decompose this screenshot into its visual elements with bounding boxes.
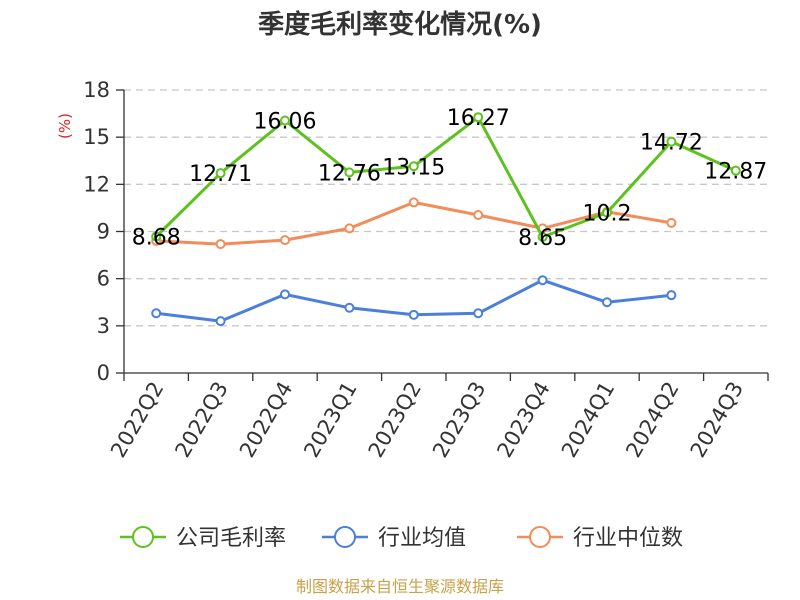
data-point	[151, 308, 162, 319]
data-point	[280, 289, 290, 300]
data-point	[215, 316, 226, 327]
data-point	[473, 112, 484, 123]
data-point	[730, 165, 741, 176]
data-point	[280, 235, 290, 246]
data-point	[537, 275, 548, 286]
x-tick-label: 2022Q2	[106, 378, 168, 462]
series-0	[151, 112, 741, 243]
x-tick-label: 2023Q4	[492, 378, 554, 462]
y-axis-label: (%)	[56, 113, 74, 139]
legend-item-2: 行业中位数	[517, 526, 683, 551]
legend-marker	[334, 526, 356, 548]
x-tick-label: 2023Q3	[428, 378, 490, 462]
data-label: 12.87	[704, 160, 767, 185]
series-1	[151, 275, 677, 327]
legend-marker	[132, 526, 154, 548]
y-tick-label: 12	[83, 172, 110, 196]
legend-label: 行业中位数	[573, 526, 683, 551]
legend-label: 行业均值	[378, 526, 466, 551]
y-tick-label: 6	[97, 267, 110, 291]
data-label: 13.15	[382, 155, 445, 180]
data-point	[408, 197, 419, 208]
legend-label: 公司毛利率	[176, 526, 286, 551]
y-tick-label: 0	[97, 361, 110, 385]
chart-title: 季度毛利率变化情况(%)	[258, 9, 542, 40]
data-point	[215, 168, 226, 179]
data-label: 12.71	[189, 162, 252, 187]
data-point	[666, 217, 677, 228]
series-line	[155, 115, 737, 239]
y-tick-label: 15	[83, 125, 110, 149]
data-label: 14.72	[640, 131, 703, 156]
x-tick-label: 2023Q2	[364, 378, 426, 462]
data-point	[408, 161, 419, 172]
source-note: 制图数据来自恒生聚源数据库	[296, 577, 504, 596]
x-tick-label: 2022Q3	[170, 378, 232, 462]
x-tick-label: 2024Q1	[557, 378, 619, 462]
data-point	[666, 136, 677, 147]
data-label: 12.76	[318, 161, 381, 186]
data-point	[473, 209, 484, 220]
y-tick-label: 18	[83, 78, 110, 102]
data-label: 8.68	[132, 226, 181, 251]
data-point	[215, 239, 226, 250]
legend-item-1: 行业均值	[322, 526, 466, 551]
legend-marker	[529, 526, 551, 548]
legend: 公司毛利率 行业均值 行业中位数	[120, 526, 683, 551]
data-point	[344, 223, 355, 234]
data-point	[344, 167, 355, 178]
data-label: 16.06	[254, 110, 317, 135]
data-point	[151, 231, 162, 242]
y-tick-label: 3	[97, 314, 110, 338]
data-label: 8.65	[518, 226, 567, 251]
data-point	[602, 207, 612, 218]
legend-item-0: 公司毛利率	[120, 526, 286, 551]
x-tick-label: 2022Q4	[235, 378, 297, 462]
data-point	[473, 308, 484, 319]
data-point	[280, 115, 290, 126]
x-tick-label: 2024Q2	[621, 378, 683, 462]
data-point	[344, 302, 355, 313]
data-label: 10.2	[583, 202, 632, 227]
series-layer	[151, 112, 741, 327]
data-point	[666, 290, 677, 301]
data-label: 16.27	[447, 106, 510, 131]
data-point	[537, 232, 548, 243]
x-tick-label: 2024Q3	[686, 378, 748, 462]
data-point	[602, 297, 612, 308]
y-tick-label: 9	[97, 220, 110, 244]
x-tick-label: 2023Q1	[299, 378, 361, 462]
data-point	[408, 309, 419, 320]
